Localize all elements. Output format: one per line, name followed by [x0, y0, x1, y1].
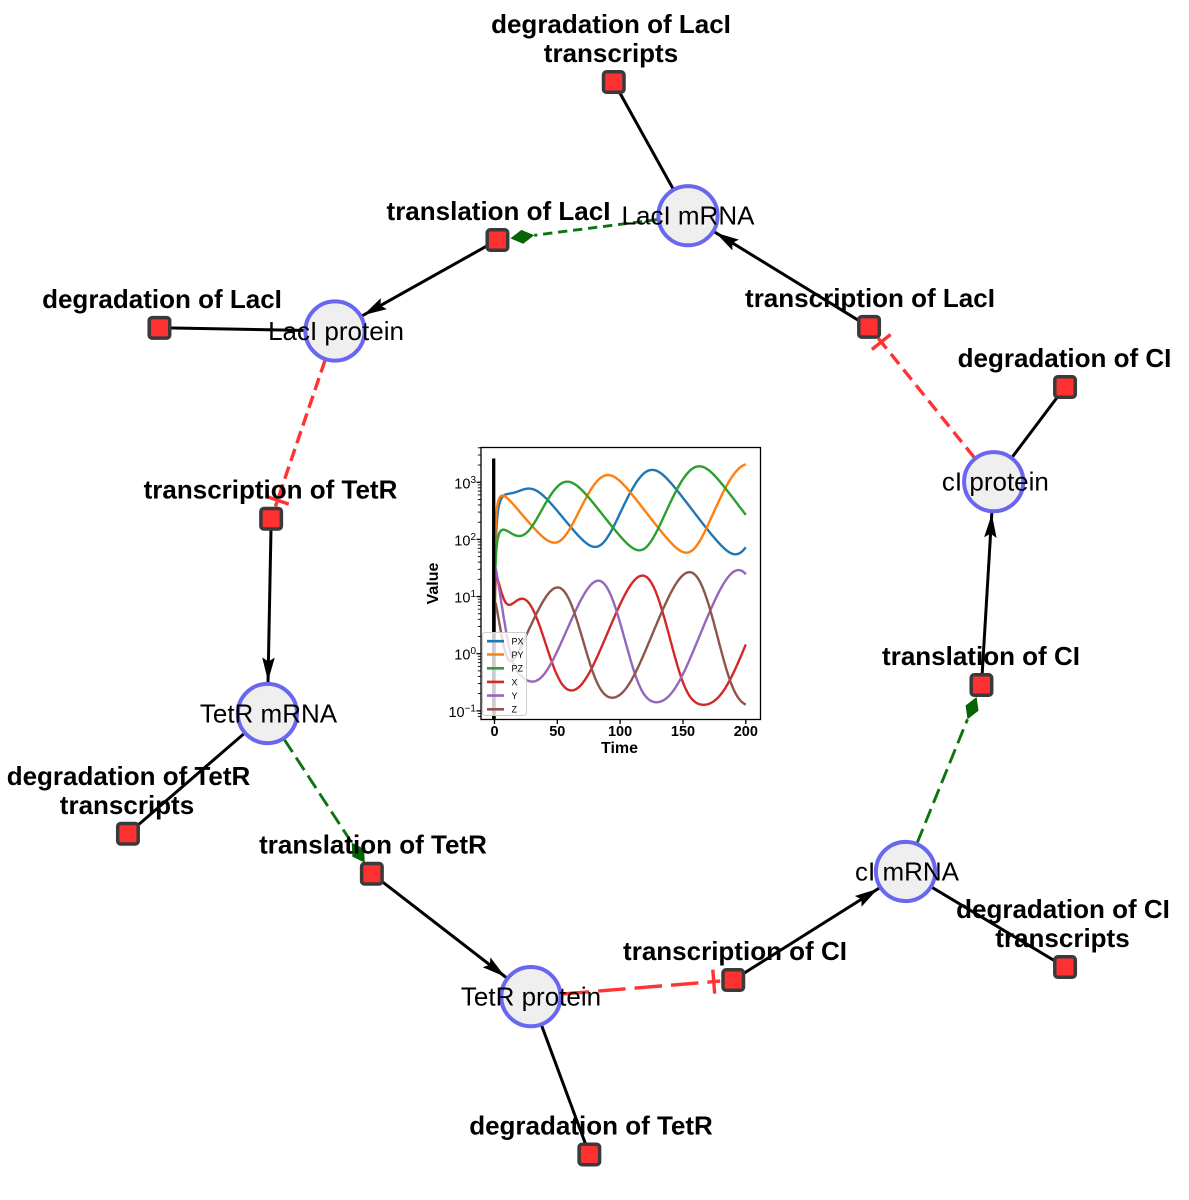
svg-text:0: 0: [490, 724, 498, 740]
svg-text:degradation of CI: degradation of CI: [958, 343, 1172, 373]
svg-text:translation of TetR: translation of TetR: [259, 830, 487, 860]
svg-text:degradation of LacI: degradation of LacI: [491, 9, 731, 39]
svg-text:TetR protein: TetR protein: [461, 982, 601, 1012]
svg-text:translation of CI: translation of CI: [882, 641, 1080, 671]
svg-text:100: 100: [608, 724, 632, 740]
svg-text:200: 200: [734, 724, 758, 740]
svg-text:transcripts: transcripts: [544, 38, 678, 68]
svg-text:Time: Time: [601, 740, 638, 757]
svg-text:10−1: 10−1: [448, 703, 476, 721]
svg-text:X: X: [512, 677, 518, 687]
svg-text:100: 100: [454, 646, 476, 664]
svg-text:103: 103: [454, 475, 476, 493]
svg-text:PX: PX: [512, 637, 524, 647]
svg-text:PZ: PZ: [512, 664, 524, 674]
svg-text:LacI mRNA: LacI mRNA: [622, 201, 756, 231]
svg-text:degradation of LacI: degradation of LacI: [42, 284, 282, 314]
svg-text:transcription of LacI: transcription of LacI: [745, 283, 995, 313]
svg-text:Z: Z: [512, 705, 518, 715]
svg-text:degradation of TetR: degradation of TetR: [469, 1110, 713, 1140]
svg-text:degradation of TetR: degradation of TetR: [7, 761, 251, 791]
svg-text:translation of LacI: translation of LacI: [387, 196, 611, 226]
svg-text:transcripts: transcripts: [995, 923, 1129, 953]
svg-text:Y: Y: [512, 691, 518, 701]
svg-text:101: 101: [454, 589, 476, 607]
svg-text:transcription of TetR: transcription of TetR: [144, 475, 398, 505]
svg-text:TetR mRNA: TetR mRNA: [200, 699, 338, 729]
svg-text:LacI protein: LacI protein: [268, 316, 404, 346]
svg-text:PY: PY: [512, 650, 524, 660]
svg-text:transcription of CI: transcription of CI: [623, 936, 847, 966]
svg-text:degradation of CI: degradation of CI: [956, 894, 1170, 924]
svg-text:50: 50: [549, 724, 565, 740]
svg-text:transcripts: transcripts: [60, 790, 194, 820]
svg-text:150: 150: [671, 724, 695, 740]
svg-text:cI mRNA: cI mRNA: [855, 857, 960, 887]
svg-text:Value: Value: [425, 563, 442, 605]
svg-text:cI protein: cI protein: [942, 467, 1049, 497]
svg-text:102: 102: [454, 532, 476, 550]
